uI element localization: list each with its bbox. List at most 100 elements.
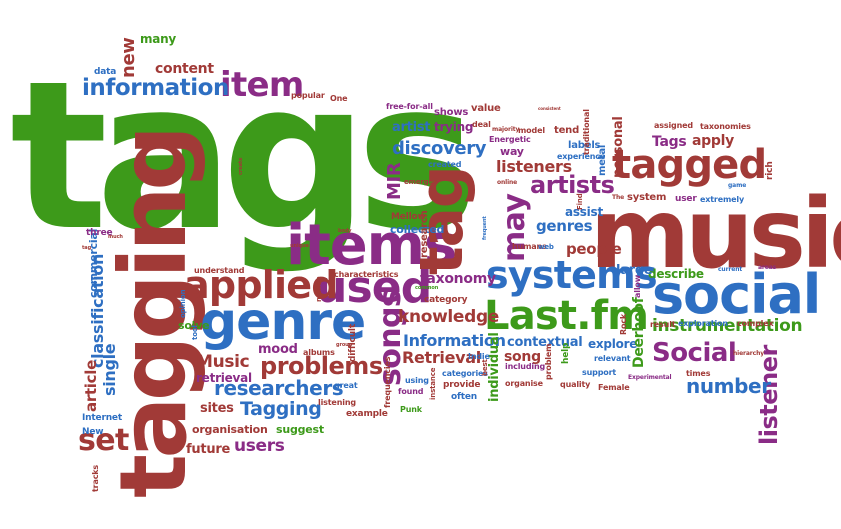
word-trying: trying xyxy=(434,120,474,134)
word-retrieval: retrieval xyxy=(196,371,252,385)
word-characteristics: characteristics xyxy=(334,270,399,279)
word-mellow: Mellow xyxy=(391,212,426,222)
word-contextual: contextual xyxy=(507,335,583,350)
word-many: many xyxy=(140,32,177,46)
word-understand: understand xyxy=(194,266,245,275)
word-explore: explore xyxy=(588,337,638,351)
word-users: users xyxy=(234,436,285,456)
word-instrumentation: instrumentation xyxy=(652,316,803,336)
word-assigned: assigned xyxy=(654,121,693,130)
word-provide: provide xyxy=(443,380,481,390)
word-information: information xyxy=(82,75,229,101)
word-allow: allow xyxy=(633,275,642,298)
word-punk: Punk xyxy=(400,405,422,414)
word-solve: solve xyxy=(178,319,210,332)
word-the: The xyxy=(612,194,625,201)
word-music: music xyxy=(590,178,841,290)
word-retrieval-cap: Retrieval xyxy=(402,348,481,367)
word-created: created xyxy=(428,160,462,169)
word-set: set xyxy=(78,423,129,458)
word-system: system xyxy=(627,192,667,203)
word-assist: assist xyxy=(565,205,603,219)
word-tagged: tagged xyxy=(612,142,767,188)
word-exploration: exploration xyxy=(678,319,728,328)
word-free-for-all: free-for-all xyxy=(386,102,433,111)
word-article: article xyxy=(82,360,100,412)
word-mood: mood xyxy=(258,342,298,357)
word-tool: tool xyxy=(191,325,199,340)
word-categories: categories xyxy=(442,369,488,378)
word-listening: listening xyxy=(318,398,356,407)
word-frequencies: frequencies xyxy=(383,356,392,408)
word-problem: problem xyxy=(544,343,553,380)
word-single: single xyxy=(100,343,119,396)
word-popular: popular xyxy=(291,91,325,100)
word-genres: genres xyxy=(536,217,593,235)
word-organise: organise xyxy=(505,379,543,388)
word-labels: labels xyxy=(568,140,601,151)
word-applied: applied xyxy=(184,263,339,307)
word-group: group xyxy=(336,342,353,348)
word-unique: unique xyxy=(290,243,309,249)
word-apply: apply xyxy=(692,133,735,149)
word-social-cap: Social xyxy=(652,338,737,368)
word-support: support xyxy=(582,368,617,377)
word-sites: sites xyxy=(200,401,234,416)
word-find: Find xyxy=(576,193,584,210)
word-web: web xyxy=(538,243,554,251)
word-common: common xyxy=(415,285,439,291)
word-tags-cap: Tags xyxy=(652,134,687,150)
word-extremely: extremely xyxy=(700,195,745,204)
word-hierarchy: hierarchy xyxy=(733,350,765,357)
word-instance: instance xyxy=(429,367,437,400)
word-research: research xyxy=(419,210,430,258)
word-opinion: opinion xyxy=(179,289,187,318)
word-three: three xyxy=(86,228,113,238)
word-researchers: researchers xyxy=(214,376,344,400)
word-consistent: consistent xyxy=(538,106,561,111)
word-one: One xyxy=(330,94,348,103)
word-rich: rich xyxy=(765,161,775,180)
word-best: best xyxy=(481,359,489,376)
word-game: game xyxy=(728,182,747,189)
word-describe: describe xyxy=(648,267,704,281)
word-lastfm: Last.fm xyxy=(484,293,649,339)
word-female: Female xyxy=(598,383,630,392)
word-frequent: frequent xyxy=(482,216,488,240)
word-systems: systems xyxy=(486,253,658,297)
word-quality: quality xyxy=(560,380,591,389)
word-experience: experience xyxy=(557,152,606,161)
word-help: help xyxy=(561,342,571,364)
word-tend: tend xyxy=(554,125,580,136)
word-large: large xyxy=(616,263,653,278)
word-including: including xyxy=(505,362,546,371)
word-new: new xyxy=(118,37,139,78)
word-value: value xyxy=(471,103,501,114)
word-times: times xyxy=(686,369,711,378)
word-emerges: emerges xyxy=(404,178,438,186)
word-individual: individual xyxy=(487,332,502,402)
word-artists: artists xyxy=(530,171,615,199)
word-deerhoof: Deerhoof xyxy=(631,297,647,368)
word-data: data xyxy=(94,67,117,77)
word-deal: deal xyxy=(472,120,491,129)
word-majority: majority xyxy=(492,126,520,133)
word-social: social xyxy=(652,263,821,326)
word-knowledge: knowledge xyxy=(398,307,499,327)
word-song: song xyxy=(504,349,541,365)
word-humans: humans xyxy=(512,242,547,251)
word-content: content xyxy=(155,61,214,77)
word-relevant: relevant xyxy=(594,354,631,363)
word-create: create xyxy=(238,157,244,175)
word-areas: areas xyxy=(758,264,777,271)
word-user: user xyxy=(675,194,697,204)
word-may: may xyxy=(497,193,532,262)
word-experimental: Experimental xyxy=(628,374,672,381)
word-traditional: traditional xyxy=(582,109,591,155)
word-tagging-cap: Tagging xyxy=(240,398,322,420)
word-tracks: tracks xyxy=(91,464,100,492)
word-tags: tags xyxy=(10,38,478,276)
word-metal: metal xyxy=(597,144,608,176)
word-item: item xyxy=(220,65,304,105)
